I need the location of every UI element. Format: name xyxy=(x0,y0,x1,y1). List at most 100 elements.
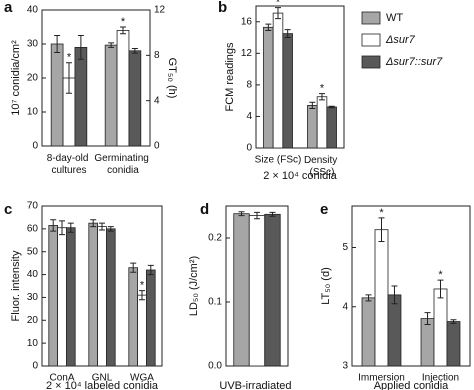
legend-label: Δsur7 xyxy=(385,34,416,46)
error-bar xyxy=(139,290,145,301)
y-tick-label: 40 xyxy=(27,5,39,16)
error-bar xyxy=(108,42,115,48)
bar xyxy=(374,229,389,367)
x-axis-label: UVB-irradiated conidia xyxy=(219,380,294,390)
bar xyxy=(264,213,281,367)
y-tick-label: 12 xyxy=(241,48,253,59)
error-bar xyxy=(77,35,84,60)
legend-swatch xyxy=(361,11,381,25)
bar xyxy=(145,269,156,367)
x-tick-label: Germinating conidia xyxy=(94,153,151,176)
panel-label: a xyxy=(4,0,13,16)
y2-tick-label: 8 xyxy=(154,50,160,61)
x-tick-label: Injection xyxy=(422,373,459,384)
y-axis-label: Fluor. intensity xyxy=(10,250,22,321)
error-bar xyxy=(254,211,260,220)
y2-tick-label: 4 xyxy=(154,95,160,106)
y-axis-label: LD₅₀ (J/cm²) xyxy=(188,256,200,316)
significance-mark: * xyxy=(320,82,325,94)
significance-mark: * xyxy=(67,52,72,64)
panel-label: c xyxy=(4,201,12,218)
y-tick-label: 10 xyxy=(27,107,39,118)
bar xyxy=(57,227,67,367)
y-tick-label: 20 xyxy=(27,73,39,84)
error-bar xyxy=(437,279,444,299)
bar xyxy=(233,213,250,367)
significance-mark: * xyxy=(276,0,281,8)
significance-mark: * xyxy=(121,16,126,28)
error-bar xyxy=(67,222,74,233)
error-bar xyxy=(99,222,105,231)
error-bar xyxy=(147,264,154,276)
error-bar xyxy=(107,226,114,232)
bar xyxy=(48,225,58,367)
error-bar xyxy=(59,220,65,236)
error-bar xyxy=(319,93,325,101)
y-tick-label: 10 xyxy=(27,338,39,349)
error-bar xyxy=(50,219,57,232)
error-bar xyxy=(269,211,276,217)
bar xyxy=(248,215,266,367)
error-bar xyxy=(131,48,138,54)
panel-label: e xyxy=(320,201,328,218)
y-tick-label: 70 xyxy=(27,201,39,212)
error-bar xyxy=(284,29,291,39)
error-bar xyxy=(328,105,335,109)
y2-tick-label: 12 xyxy=(154,5,166,16)
y-tick-label: 30 xyxy=(27,39,39,50)
bar xyxy=(326,106,337,149)
significance-mark: * xyxy=(140,279,145,291)
bar xyxy=(420,318,435,367)
bar xyxy=(446,321,461,367)
y-tick-label: 0.0 xyxy=(208,361,222,372)
y-tick-label: 0 xyxy=(32,361,38,372)
y-axis-label: FCM readings xyxy=(224,42,236,112)
bar xyxy=(106,228,116,367)
y-axis-label: LT₅₀ (d) xyxy=(320,267,332,305)
y-tick-label: 0.1 xyxy=(208,297,222,308)
panel-label: d xyxy=(200,201,209,218)
error-bar xyxy=(378,217,385,243)
y-tick-label: 30 xyxy=(27,292,39,303)
error-bar xyxy=(450,319,457,324)
x-tick-label: WGA xyxy=(130,373,154,384)
bar xyxy=(116,29,130,147)
x-axis-label: 2 × 10⁴ conidia xyxy=(263,170,337,182)
error-bar xyxy=(54,35,61,53)
bar xyxy=(128,267,139,367)
bar xyxy=(50,43,64,147)
error-bar xyxy=(90,219,97,228)
y-tick-label: 50 xyxy=(27,246,39,257)
panel-label: b xyxy=(218,0,227,16)
bar xyxy=(88,222,99,367)
y-tick-label: 16 xyxy=(241,16,253,27)
y-tick-label: 4 xyxy=(342,301,348,312)
x-axis-label: 2 × 10⁴ labeled conidia xyxy=(46,380,159,390)
bar xyxy=(263,26,274,149)
bar xyxy=(361,297,376,367)
error-bar xyxy=(66,62,72,94)
x-tick-label: Immersion xyxy=(358,373,405,384)
y-axis-label: 10⁷ conidia/cm² xyxy=(10,40,22,116)
legend-label: WT xyxy=(386,12,403,24)
plot-frame xyxy=(351,205,471,367)
y-tick-label: 0 xyxy=(32,141,38,152)
x-tick-label: 8-day-old cultures xyxy=(47,153,91,176)
y-tick-label: 20 xyxy=(27,315,39,326)
significance-mark: * xyxy=(379,207,384,219)
bar xyxy=(137,294,147,367)
bar xyxy=(128,50,142,147)
bar xyxy=(66,227,76,367)
x-tick-label: GNL xyxy=(92,373,113,384)
legend-label: Δsur7::sur7 xyxy=(385,56,443,68)
y-tick-label: 5 xyxy=(342,242,348,253)
bar xyxy=(282,33,293,149)
y-tick-label: 3 xyxy=(342,361,348,372)
bar xyxy=(272,12,284,149)
y-tick-label: 60 xyxy=(27,223,39,234)
error-bar xyxy=(309,101,316,110)
error-bar xyxy=(365,294,372,302)
legend-swatch xyxy=(361,33,381,47)
error-bar xyxy=(275,7,281,20)
